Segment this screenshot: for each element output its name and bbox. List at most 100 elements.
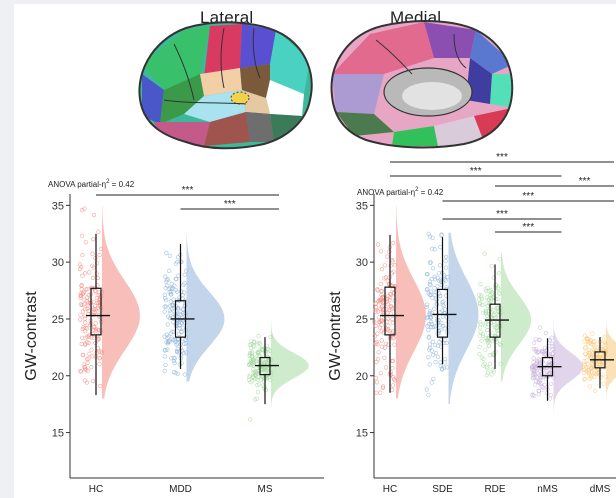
- data-point: [256, 334, 261, 339]
- data-point: [379, 338, 384, 343]
- data-point: [601, 347, 607, 352]
- data-point: [537, 373, 542, 378]
- data-point: [433, 342, 438, 348]
- data-point: [378, 300, 383, 305]
- data-point: [548, 381, 554, 386]
- data-point: [374, 305, 379, 310]
- data-point: [378, 281, 383, 286]
- data-point: [388, 295, 393, 300]
- x-tick-label: dMS: [590, 484, 611, 495]
- data-point: [255, 389, 261, 395]
- data-point: [385, 310, 390, 316]
- data-point: [385, 254, 390, 259]
- data-point: [530, 393, 535, 398]
- data-point: [387, 249, 392, 254]
- data-point: [426, 328, 431, 333]
- data-point: [587, 340, 592, 346]
- data-point: [83, 307, 88, 312]
- data-point: [597, 354, 602, 359]
- data-point: [441, 340, 446, 345]
- data-point: [428, 314, 433, 319]
- data-point: [77, 262, 83, 267]
- data-point: [489, 291, 494, 297]
- data-point: [539, 367, 544, 372]
- data-point: [97, 362, 102, 367]
- data-point: [255, 374, 260, 380]
- data-point: [89, 335, 94, 340]
- data-point: [533, 337, 538, 342]
- data-point: [438, 328, 443, 333]
- data-point: [375, 242, 381, 247]
- data-point: [429, 348, 435, 353]
- data-point: [583, 365, 589, 370]
- data-point: [591, 352, 597, 357]
- y-axis-label: GW-contrast: [23, 291, 40, 381]
- data-point: [391, 377, 397, 382]
- data-point: [437, 339, 442, 345]
- data-point: [498, 361, 503, 366]
- data-point: [256, 354, 261, 359]
- data-point: [171, 355, 176, 360]
- data-point: [375, 288, 380, 293]
- data-point: [495, 296, 500, 302]
- data-point: [80, 335, 85, 340]
- data-point: [378, 390, 383, 395]
- data-point: [164, 279, 169, 284]
- data-point: [79, 341, 84, 347]
- y-tick-label: 35: [356, 200, 368, 212]
- data-point: [583, 363, 588, 368]
- data-point: [383, 275, 389, 280]
- data-point: [94, 350, 99, 355]
- data-point: [438, 245, 443, 250]
- significance-label: ***: [522, 222, 534, 233]
- data-point: [179, 289, 184, 294]
- data-point: [538, 325, 543, 330]
- data-point: [478, 282, 483, 287]
- data-point: [437, 278, 442, 283]
- data-point: [391, 291, 397, 296]
- y-tick-label: 15: [52, 428, 64, 440]
- data-point: [81, 325, 86, 330]
- data-point: [538, 375, 543, 380]
- data-point: [82, 364, 88, 370]
- data-point: [498, 342, 503, 348]
- data-point: [390, 387, 395, 393]
- data-point: [427, 234, 433, 239]
- data-point: [497, 257, 502, 262]
- data-point: [392, 342, 397, 347]
- data-point: [551, 375, 556, 380]
- x-tick-label: HC: [383, 484, 397, 495]
- data-point: [489, 264, 494, 269]
- data-point: [78, 302, 83, 307]
- data-point: [82, 271, 88, 276]
- data-point: [424, 302, 430, 307]
- data-point: [436, 271, 441, 276]
- data-point: [586, 368, 592, 373]
- data-point: [429, 321, 434, 327]
- data-point: [483, 347, 488, 352]
- data-point: [536, 389, 542, 394]
- data-point: [97, 252, 102, 258]
- data-point: [91, 306, 96, 311]
- data-point: [424, 387, 429, 392]
- data-point: [80, 352, 85, 358]
- data-point: [592, 374, 597, 380]
- data-point: [436, 354, 441, 360]
- data-point: [87, 351, 92, 356]
- data-point: [249, 350, 254, 355]
- data-point: [531, 356, 536, 361]
- data-point: [532, 369, 537, 374]
- data-point: [551, 346, 556, 351]
- data-point: [582, 370, 587, 375]
- data-point: [427, 347, 432, 352]
- data-point: [586, 350, 592, 355]
- data-point: [162, 354, 167, 359]
- data-point: [444, 365, 450, 370]
- data-point: [429, 315, 434, 320]
- data-point: [90, 354, 95, 359]
- data-point: [488, 321, 493, 326]
- data-point: [99, 349, 104, 354]
- data-point: [477, 344, 482, 350]
- data-point: [390, 240, 396, 246]
- data-point: [427, 342, 433, 347]
